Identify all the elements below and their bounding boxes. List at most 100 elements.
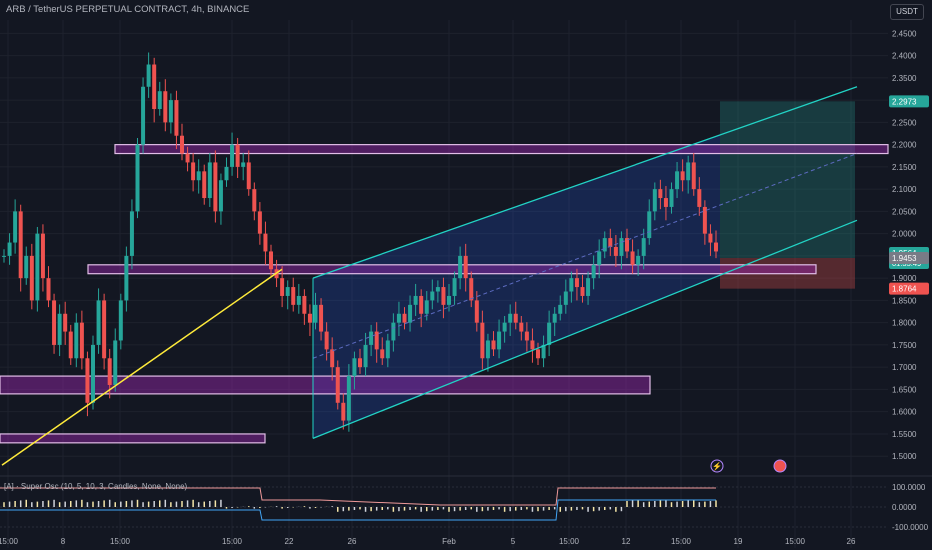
candle-body (441, 287, 446, 305)
candle-body (686, 162, 691, 181)
candle-body (313, 304, 318, 323)
candle-body (669, 189, 674, 207)
candle-body (625, 238, 629, 252)
price-tick: 2.1500 (892, 163, 917, 172)
channel-lower-line (312, 219, 858, 439)
candle-body (235, 144, 240, 167)
candle-body (435, 287, 440, 292)
candle-body (135, 144, 140, 212)
price-tick: 1.7500 (892, 341, 917, 350)
candle-body (174, 100, 179, 136)
entry-badge-text: 1.9453 (892, 254, 917, 263)
candle-body (168, 100, 173, 123)
candle-body (663, 198, 668, 207)
time-tick: 19 (734, 537, 743, 546)
lightning-icon (710, 459, 724, 473)
candle-body (68, 331, 73, 359)
candle-body (85, 358, 90, 403)
stop-badge (889, 282, 929, 295)
candle-body (702, 206, 707, 234)
candle-body (157, 91, 162, 110)
symbol-title: ARB / TetherUS PERPETUAL CONTRACT, 4h, B… (6, 4, 250, 15)
candle-body (613, 247, 618, 256)
channel-fill (313, 134, 720, 439)
price-tick: 1.7000 (892, 363, 917, 372)
candle-body (96, 300, 101, 345)
candle-body (91, 344, 95, 403)
time-tick: 15:00 (110, 537, 131, 546)
resistance-zone (114, 144, 889, 155)
time-tick: 12 (622, 537, 631, 546)
time-tick: 5 (511, 537, 516, 546)
candle-body (224, 166, 229, 181)
candle-body (257, 211, 262, 234)
price-tick: 2.2500 (892, 118, 917, 127)
candle-body (569, 278, 574, 292)
candle-body (163, 91, 168, 123)
candle-body (497, 331, 502, 350)
candles (2, 52, 718, 432)
price-tick: 1.5500 (892, 430, 917, 439)
price-axis: 2.45002.40002.35002.30002.25002.20002.15… (889, 29, 929, 461)
candle-body (291, 287, 296, 305)
candle-body (13, 211, 18, 243)
osc-upper-line (0, 487, 716, 506)
candle-body (141, 86, 146, 145)
target-badge (889, 95, 929, 108)
candle-body (230, 144, 235, 167)
price-tick: 2.0500 (892, 207, 917, 216)
candle-body (502, 322, 507, 332)
candle-body (491, 340, 496, 350)
candle-body (680, 171, 685, 181)
time-tick: 26 (348, 537, 357, 546)
flag-icon (773, 459, 787, 473)
candle-body (218, 180, 223, 212)
candle-body (591, 264, 596, 279)
candle-body (269, 251, 273, 270)
candle-body (508, 313, 513, 323)
drawings: ⚡ (1, 86, 858, 473)
price-tick: 2.0000 (892, 230, 917, 239)
candle-body (341, 402, 346, 421)
candle-body (335, 367, 340, 403)
candle-body (57, 313, 62, 345)
candle-body (307, 313, 312, 323)
price-tick: 2.3500 (892, 74, 917, 83)
candle-body (652, 189, 657, 212)
candle-body (302, 295, 307, 314)
time-tick: 8 (61, 537, 66, 546)
candle-body (536, 349, 540, 359)
candle-body (552, 313, 557, 323)
osc-lower-line (0, 499, 716, 521)
candle-body (29, 255, 34, 301)
candle-body (424, 300, 429, 314)
candle-body (202, 171, 207, 199)
time-tick: 15:00 (222, 537, 243, 546)
entry-badge (889, 251, 929, 264)
lower-zone-2 (0, 433, 266, 444)
candle-body (369, 331, 374, 345)
candle-body (641, 238, 646, 256)
candle-body (419, 295, 424, 314)
price-tick: 1.6500 (892, 385, 917, 394)
candle-body (324, 331, 329, 350)
candle-body (458, 255, 463, 279)
currency-button[interactable]: USDT (890, 4, 924, 20)
candle-body (191, 162, 196, 181)
price-tick: 2.2000 (892, 141, 917, 150)
candle-body (252, 189, 257, 212)
candle-body (580, 287, 585, 296)
candle-body (513, 313, 518, 323)
candle-body (52, 300, 57, 345)
candle-body (246, 162, 251, 190)
candle-body (196, 171, 201, 181)
support-zone (87, 264, 817, 275)
candle-body (7, 242, 12, 256)
candle-body (675, 171, 680, 190)
candle-body (118, 300, 123, 341)
candle-body (285, 287, 290, 296)
candle-body (63, 313, 68, 332)
candle-body (586, 278, 591, 296)
candle-body (385, 340, 390, 359)
